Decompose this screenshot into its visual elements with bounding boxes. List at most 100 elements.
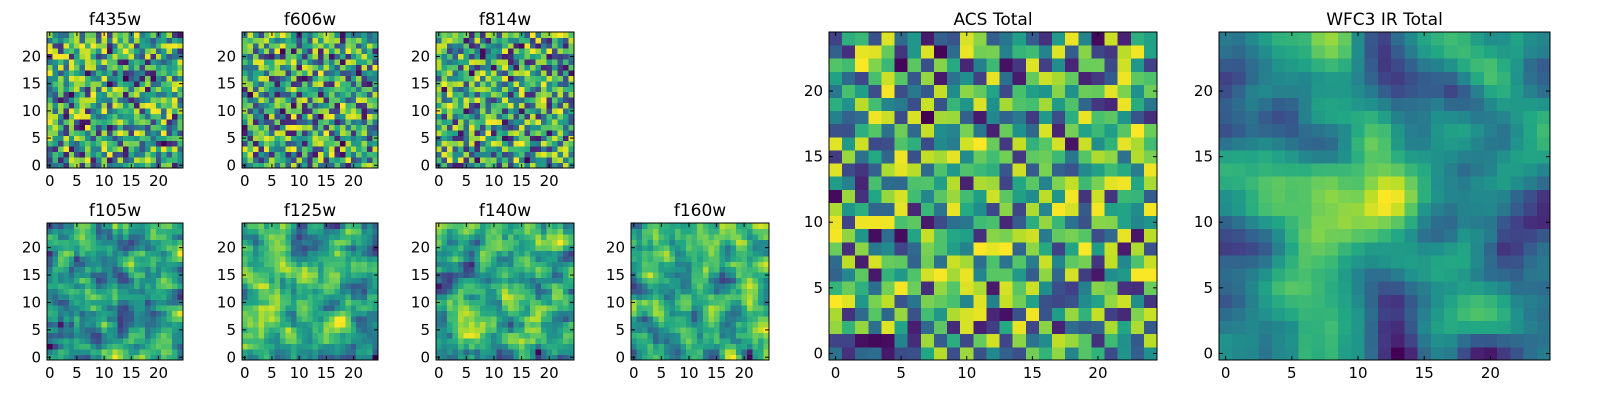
- heatmap-cell: [518, 37, 525, 44]
- heatmap-cell: [568, 277, 575, 284]
- heatmap-cell: [361, 239, 368, 246]
- heatmap-cell: [702, 239, 709, 246]
- heatmap-cell: [535, 294, 542, 301]
- heatmap-cell: [513, 283, 520, 290]
- heatmap-cell: [134, 244, 140, 251]
- heatmap-cell: [702, 343, 709, 350]
- heatmap-cell: [658, 349, 665, 355]
- heatmap-cell: [557, 299, 564, 306]
- heatmap-cell: [307, 223, 314, 229]
- heatmap-cell: [177, 32, 184, 38]
- heatmap-cell: [112, 228, 119, 235]
- heatmap-cell: [301, 228, 308, 235]
- heatmap-cell: [155, 343, 162, 350]
- heatmap-cell: [269, 42, 276, 49]
- heatmap-cell: [502, 261, 509, 268]
- heatmap-cell: [757, 272, 764, 279]
- heatmap-cell: [480, 266, 487, 273]
- heatmap-cell: [458, 244, 464, 251]
- heatmap-cell: [642, 239, 648, 246]
- heatmap-cell: [529, 140, 536, 147]
- heatmap-cell: [631, 261, 637, 268]
- heatmap-cell: [57, 162, 64, 169]
- heatmap-cell: [367, 244, 373, 251]
- heatmap-cell: [263, 64, 270, 71]
- heatmap-cell: [274, 277, 281, 284]
- heatmap-cell: [474, 146, 481, 153]
- heatmap-cell: [134, 332, 140, 339]
- heatmap-cell: [318, 354, 324, 361]
- heatmap-cell: [372, 86, 379, 93]
- heatmap-cell: [480, 294, 487, 301]
- heatmap-cell: [95, 299, 102, 306]
- heatmap-cell: [177, 140, 184, 147]
- heatmap-cell: [301, 91, 308, 98]
- heatmap-cell: [551, 102, 558, 109]
- heatmap-cell: [307, 294, 314, 301]
- heatmap-cell: [562, 266, 569, 273]
- heatmap-cell: [247, 332, 254, 339]
- heatmap-cell: [540, 59, 547, 66]
- heatmap-cell: [664, 338, 671, 344]
- heatmap-cell: [947, 189, 961, 203]
- heatmap-cell: [139, 310, 146, 317]
- heatmap-cell: [274, 228, 281, 235]
- heatmap-cell: [441, 53, 448, 60]
- heatmap-cell: [636, 299, 643, 306]
- heatmap-cell: [724, 332, 731, 339]
- heatmap-cell: [1012, 163, 1027, 177]
- heatmap-cell: [63, 239, 70, 246]
- heatmap-cell: [524, 316, 531, 323]
- heatmap-cell: [691, 299, 698, 306]
- heatmap-cell: [724, 223, 731, 229]
- heatmap-cell: [1012, 189, 1027, 203]
- heatmap-cell: [458, 119, 464, 125]
- heatmap-cell: [458, 64, 464, 71]
- heatmap-cell: [345, 151, 352, 158]
- heatmap-cell: [642, 310, 648, 317]
- heatmap-cell: [247, 349, 254, 355]
- heatmap-cell: [868, 307, 882, 322]
- heatmap-cell: [95, 244, 102, 251]
- heatmap-cell: [285, 332, 292, 339]
- heatmap-cell: [763, 239, 770, 246]
- heatmap-cell: [139, 228, 146, 235]
- heatmap-cell: [735, 223, 742, 229]
- heatmap-cell: [557, 146, 564, 153]
- heatmap-cell: [496, 283, 503, 290]
- heatmap-cell: [664, 283, 671, 290]
- heatmap-cell: [757, 321, 764, 328]
- heatmap-cell: [653, 327, 659, 333]
- heatmap-cell: [513, 129, 520, 136]
- heatmap-cell: [106, 277, 113, 284]
- heatmap-cell: [52, 327, 59, 333]
- heatmap-cell: [973, 281, 987, 295]
- heatmap-cell: [95, 354, 102, 361]
- heatmap-cell: [150, 299, 157, 306]
- heatmap-cell: [150, 146, 157, 153]
- heatmap-cell: [507, 332, 514, 339]
- heatmap-cell: [535, 140, 542, 147]
- heatmap-cell: [134, 119, 140, 125]
- heatmap-cell: [763, 283, 770, 290]
- heatmap-cell: [101, 343, 108, 350]
- heatmap-cell: [285, 316, 292, 323]
- heatmap-cell: [280, 255, 286, 262]
- heatmap-cell: [653, 310, 659, 317]
- heatmap-cell: [155, 113, 162, 120]
- heatmap-cell: [741, 299, 748, 306]
- heatmap-cell: [339, 338, 346, 344]
- heatmap-cell: [95, 321, 102, 328]
- heatmap-cell: [529, 310, 536, 317]
- heatmap-cell: [79, 129, 86, 136]
- heatmap-cell: [312, 310, 319, 317]
- heatmap-cell: [323, 64, 330, 71]
- heatmap-cell: [920, 228, 935, 243]
- heatmap-cell: [258, 48, 265, 55]
- heatmap-cell: [323, 338, 330, 344]
- heatmap-cell: [269, 310, 276, 317]
- heatmap-cell: [1052, 202, 1066, 217]
- heatmap-cell: [274, 151, 281, 158]
- heatmap-cell: [894, 320, 909, 335]
- heatmap-cell: [907, 346, 922, 361]
